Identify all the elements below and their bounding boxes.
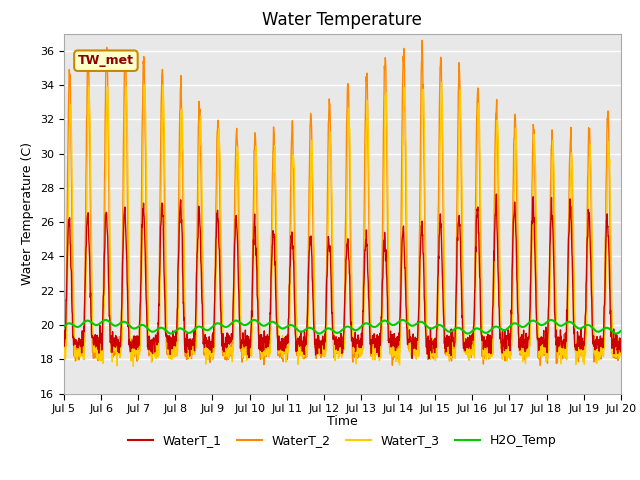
- WaterT_3: [617, 349, 625, 355]
- H2O_Temp: [179, 326, 187, 332]
- WaterT_3: [179, 147, 187, 153]
- WaterT_3: [129, 363, 137, 369]
- WaterT_1: [92, 344, 100, 349]
- WaterT_1: [60, 344, 68, 349]
- WaterT_2: [617, 348, 625, 353]
- WaterT_3: [92, 346, 100, 352]
- WaterT_2: [287, 149, 295, 155]
- WaterT_3: [269, 224, 276, 230]
- Legend: WaterT_1, WaterT_2, WaterT_3, H2O_Temp: WaterT_1, WaterT_2, WaterT_3, H2O_Temp: [123, 429, 562, 452]
- H2O_Temp: [268, 319, 276, 324]
- WaterT_2: [60, 345, 68, 351]
- WaterT_2: [440, 305, 448, 311]
- WaterT_3: [438, 79, 445, 85]
- WaterT_3: [441, 294, 449, 300]
- Line: WaterT_2: WaterT_2: [64, 40, 621, 365]
- H2O_Temp: [290, 324, 298, 329]
- WaterT_1: [290, 274, 298, 280]
- H2O_Temp: [441, 326, 449, 332]
- WaterT_2: [419, 37, 426, 43]
- Y-axis label: Water Temperature (C): Water Temperature (C): [22, 142, 35, 285]
- WaterT_1: [287, 233, 295, 239]
- WaterT_3: [60, 338, 68, 344]
- WaterT_1: [493, 191, 500, 197]
- Line: WaterT_1: WaterT_1: [64, 194, 621, 359]
- WaterT_1: [179, 274, 187, 280]
- WaterT_2: [536, 362, 544, 368]
- Text: TW_met: TW_met: [78, 54, 134, 67]
- Line: WaterT_3: WaterT_3: [64, 82, 621, 366]
- H2O_Temp: [60, 324, 68, 330]
- X-axis label: Time: Time: [327, 415, 358, 429]
- WaterT_1: [617, 338, 625, 344]
- WaterT_1: [425, 356, 433, 361]
- H2O_Temp: [316, 331, 323, 336]
- WaterT_2: [92, 352, 100, 358]
- H2O_Temp: [287, 322, 295, 328]
- WaterT_2: [268, 179, 276, 185]
- H2O_Temp: [399, 317, 406, 323]
- H2O_Temp: [617, 328, 625, 334]
- WaterT_3: [287, 205, 295, 211]
- WaterT_2: [290, 192, 298, 198]
- WaterT_2: [179, 189, 187, 195]
- WaterT_1: [268, 242, 276, 248]
- WaterT_3: [291, 163, 298, 169]
- Title: Water Temperature: Water Temperature: [262, 11, 422, 29]
- H2O_Temp: [92, 322, 100, 328]
- WaterT_1: [440, 341, 448, 347]
- Line: H2O_Temp: H2O_Temp: [64, 320, 621, 334]
